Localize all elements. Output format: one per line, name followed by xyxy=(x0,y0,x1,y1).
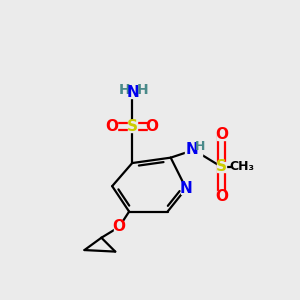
Text: O: O xyxy=(215,189,228,204)
Text: O: O xyxy=(215,127,228,142)
Text: O: O xyxy=(146,119,159,134)
Text: H: H xyxy=(119,83,130,97)
Text: N: N xyxy=(180,181,193,196)
Bar xyxy=(148,122,157,132)
Bar xyxy=(118,85,147,98)
Bar xyxy=(115,222,124,232)
Bar xyxy=(128,122,137,132)
Text: H: H xyxy=(136,83,148,97)
Text: S: S xyxy=(127,119,138,134)
Text: H: H xyxy=(195,140,205,153)
Bar xyxy=(182,183,191,194)
Text: S: S xyxy=(216,159,227,174)
Bar xyxy=(232,161,253,173)
Bar xyxy=(217,161,226,172)
Bar xyxy=(217,191,226,202)
Text: O: O xyxy=(106,119,119,134)
Text: N: N xyxy=(186,142,199,157)
Text: O: O xyxy=(112,220,126,235)
Bar xyxy=(185,144,202,156)
Bar xyxy=(108,122,117,132)
Text: N: N xyxy=(127,85,139,100)
Bar xyxy=(217,129,226,140)
Text: CH₃: CH₃ xyxy=(230,160,255,173)
